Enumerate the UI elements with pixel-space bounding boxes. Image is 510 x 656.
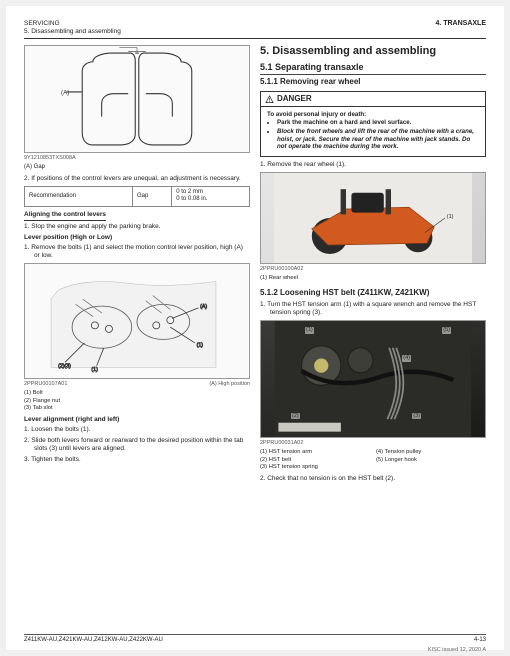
hdr-servicing: SERVICING [24, 20, 121, 28]
figure-hst-belt-photo: (1) (5) (4) (2) (3) [260, 320, 486, 438]
svg-text:(A): (A) [200, 304, 207, 310]
danger-box: DANGER To avoid personal injury or death… [260, 91, 486, 157]
left-column: (A) 9Y1210853TXS008A (A) Gap 2. If posit… [24, 45, 250, 486]
page-footer: Z411KW-AU,Z421KW-AU,Z412KW-AU,Z422KW-AU … [24, 634, 486, 645]
align-step1: 1. Stop the engine and apply the parking… [24, 223, 250, 231]
la-s3: 3. Tighten the bolts. [24, 456, 250, 464]
step-adjust: 2. If positions of the control levers ar… [24, 175, 250, 183]
p4-5: (5) Longer hook [376, 457, 486, 464]
figure-mower-photo: (1) [260, 172, 486, 264]
tbl-c2: Gap [132, 186, 171, 206]
aligning-heading: Aligning the control levers [24, 211, 250, 221]
section-5-1-2: 5.1.2 Loosening HST belt (Z411KW, Z421KW… [260, 288, 486, 298]
p4-3: (3) HST tension spring [260, 464, 370, 471]
footer-issue: KISC issued 12, 2020 A [428, 647, 486, 654]
figure-gap-diagram: (A) [24, 45, 250, 153]
lp-step1: 1. Remove the bolts (1) and select the m… [24, 244, 250, 260]
danger-b2: Block the front wheels and lift the rear… [277, 128, 479, 151]
gap-table: Recommendation Gap 0 to 2 mm0 to 0.08 in… [24, 186, 250, 207]
fig4-parts: (1) HST tension arm (4) Tension pulley (… [260, 449, 486, 471]
section-5: 5. Disassembling and assembling [260, 45, 486, 59]
tbl-c3a: 0 to 2 mm [176, 189, 203, 195]
warning-icon [265, 95, 274, 104]
danger-lead: To avoid personal injury or death: [267, 111, 479, 119]
svg-text:(1): (1) [447, 214, 454, 220]
svg-text:(1): (1) [91, 367, 98, 373]
svg-text:(2)(3): (2)(3) [58, 364, 71, 370]
fig4-code: 2PPRU00031A02 [260, 440, 303, 447]
p4-2: (2) HST belt [260, 457, 370, 464]
svg-text:(1): (1) [197, 343, 204, 349]
danger-b1: Park the machine on a hard and level sur… [277, 119, 479, 127]
b-step2: 2. Check that no tension is on the HST b… [260, 475, 486, 483]
section-5-1: 5.1 Separating transaxle [260, 62, 486, 75]
la-s2: 2. Slide both levers forward or rearward… [24, 437, 250, 453]
danger-label: DANGER [277, 94, 312, 104]
hdr-chapter: 4. TRANSAXLE [435, 20, 486, 36]
hdr-section: 5. Disassembling and assembling [24, 28, 121, 36]
page-header: SERVICING 5. Disassembling and assemblin… [24, 20, 486, 39]
fig3-cap: (1) Rear wheel [260, 275, 486, 282]
fig2-code: 2PPRU00107A01 [24, 381, 67, 388]
fig1-caption: (A) Gap [24, 164, 250, 172]
lever-align-heading: Lever alignment (right and left) [24, 416, 250, 424]
tbl-c1: Recommendation [25, 186, 133, 206]
right-column: 5. Disassembling and assembling 5.1 Sepa… [260, 45, 486, 486]
la-s1: 1. Loosen the bolts (1). [24, 426, 250, 434]
r-step1: 1. Remove the rear wheel (1). [260, 161, 486, 169]
manual-page: SERVICING 5. Disassembling and assemblin… [6, 6, 504, 650]
svg-text:(A): (A) [61, 90, 69, 97]
p2-2: (2) Flange nut [24, 398, 250, 406]
p4-4: (4) Tension pulley [376, 449, 486, 456]
lever-pos-heading: Lever position (High or Low) [24, 234, 250, 242]
b-step1: 1. Turn the HST tension arm (1) with a s… [260, 301, 486, 317]
p2-3: (3) Tab slot [24, 405, 250, 413]
footer-models: Z411KW-AU,Z421KW-AU,Z412KW-AU,Z422KW-AU [24, 637, 163, 645]
fig2-cap: (A) High position [209, 381, 250, 388]
figure-lever-diagram: (2)(3) (A) (1) (1) [24, 263, 250, 379]
p4-1: (1) HST tension arm [260, 449, 370, 456]
section-5-1-1: 5.1.1 Removing rear wheel [260, 77, 486, 87]
footer-page: 4-13 [474, 637, 486, 645]
fig3-code: 2PPRU00100A02 [260, 266, 303, 273]
p2-1: (1) Bolt [24, 390, 250, 398]
tbl-c3b: 0 to 0.08 in. [176, 196, 207, 202]
fig1-code: 9Y1210853TXS008A [24, 155, 76, 162]
